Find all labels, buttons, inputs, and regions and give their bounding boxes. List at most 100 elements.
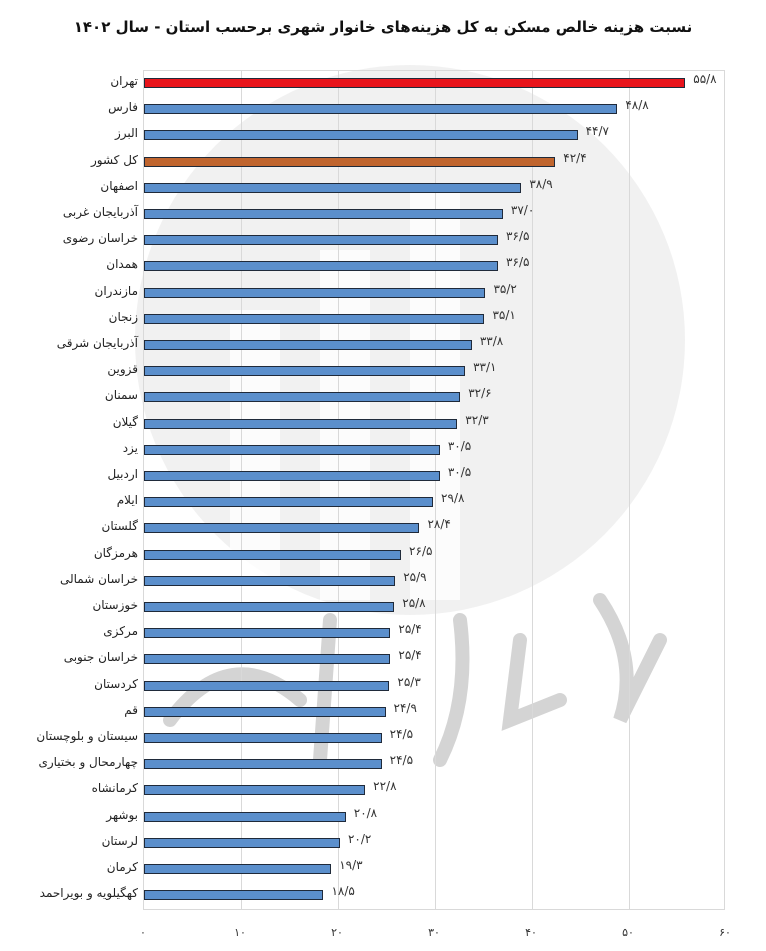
category-label: خراسان رضوی	[62, 231, 138, 246]
category-label: لرستان	[101, 833, 138, 848]
category-label: خراسان جنوبی	[63, 650, 138, 665]
bar-value-label: ۲۴/۹	[393, 700, 417, 715]
bar	[144, 837, 340, 848]
plot-area: ۵۵/۸ ۴۸/۸ ۴۴/۷ ۴۲/۴ ۳۸/۹ ۳۷/۰ ۳۶/۵ ۳۶/۵ ۳۵/۲ ۳۵/۱…	[143, 70, 725, 910]
category-label: سیستان و بلوچستان	[36, 729, 138, 743]
bar-value-label: ۳۰/۵	[447, 465, 472, 479]
category-label: فارس	[108, 100, 138, 115]
bar-value-label: ۴۴/۷	[585, 124, 609, 139]
category-label: کل کشور	[90, 152, 138, 167]
category-label: کرمان	[106, 860, 138, 874]
bar-value-label: ۲۵/۹	[403, 569, 427, 584]
category-label: مازندران	[94, 283, 138, 298]
category-label: خراسان شمالی	[59, 571, 138, 586]
bar-row: ۳۸/۹	[144, 176, 726, 202]
bar-value-label: ۳۵/۱	[492, 307, 516, 322]
bar-row: ۲۴/۵	[144, 752, 726, 778]
bar-row: ۴۴/۷	[144, 123, 726, 149]
bar-row: ۲۴/۹	[144, 700, 726, 726]
bar-value-label: ۳۵/۲	[493, 281, 517, 296]
bar	[144, 864, 332, 874]
gridline	[629, 71, 630, 909]
bar	[144, 156, 556, 167]
bar-row: ۴۲/۴	[144, 150, 726, 176]
bar	[144, 104, 618, 115]
bar-row: ۵۵/۸	[144, 71, 726, 97]
category-label: کردستان	[94, 676, 138, 691]
bar	[144, 392, 461, 403]
bar-value-label: ۳۶/۵	[506, 255, 530, 270]
bar-value-label: ۱۸/۵	[331, 884, 355, 899]
bar	[144, 680, 390, 691]
bar-value-label: ۳۲/۶	[468, 386, 492, 401]
bar-row: ۳۶/۵	[144, 254, 726, 280]
bar-row: ۲۰/۸	[144, 805, 726, 831]
category-label: چهارمحال و بختیاری	[38, 755, 138, 770]
bar-value-label: ۴۲/۴	[563, 150, 587, 165]
bar	[144, 706, 386, 717]
bar-row: ۲۲/۸	[144, 778, 726, 804]
category-label: قم	[124, 702, 138, 717]
bar-row: ۲۸/۴	[144, 516, 726, 542]
category-label: گیلان	[112, 414, 138, 429]
category-label: البرز	[114, 126, 138, 141]
x-tick-label: ۶۰	[719, 926, 731, 939]
x-tick-label: ۴۰	[525, 926, 537, 939]
gridline	[338, 71, 339, 909]
x-tick-label: ۱۰	[234, 926, 246, 939]
bar-value-label: ۲۸/۴	[427, 517, 451, 532]
bar-value-label: ۳۸/۹	[529, 176, 553, 191]
bar-value-label: ۲۰/۸	[353, 805, 378, 820]
bar	[144, 418, 458, 429]
bar-value-label: ۳۲/۳	[465, 412, 489, 427]
x-tick-label: ۲۰	[331, 926, 343, 939]
bar-value-label: ۱۹/۳	[339, 858, 363, 872]
bar	[144, 366, 466, 377]
category-label: بوشهر	[106, 807, 138, 822]
bar	[144, 313, 485, 324]
bar-row: ۲۹/۸	[144, 490, 726, 516]
bar-row: ۳۲/۶	[144, 385, 726, 411]
category-label: همدان	[106, 257, 138, 272]
gridline	[532, 71, 533, 909]
category-label: خوزستان	[92, 598, 138, 612]
bar-value-label: ۴۸/۸	[625, 98, 649, 113]
gridline	[435, 71, 436, 909]
bar	[144, 497, 434, 508]
bar	[144, 471, 440, 481]
bar	[144, 549, 402, 560]
bar	[144, 182, 522, 193]
bar-value-label: ۲۶/۵	[409, 543, 433, 558]
category-label: آذربایجان غربی	[62, 205, 138, 219]
bar-value-label: ۲۵/۴	[398, 622, 422, 637]
bar-row: ۲۵/۴	[144, 621, 726, 647]
bar-value-label: ۳۳/۱	[473, 360, 497, 375]
category-label: تهران	[110, 74, 138, 88]
category-label: مرکزی	[103, 624, 138, 639]
category-label: اردبیل	[107, 467, 138, 481]
bar	[144, 444, 440, 455]
bar-value-label: ۳۷/۰	[510, 203, 535, 217]
bar-row: ۱۹/۳	[144, 857, 726, 883]
bar	[144, 235, 499, 246]
x-tick-label: ۵۰	[622, 926, 634, 939]
bar-row: ۳۳/۱	[144, 359, 726, 385]
bar-row: ۳۵/۱	[144, 307, 726, 333]
bar-row: ۴۸/۸	[144, 97, 726, 123]
category-label: هرمزگان	[93, 545, 138, 560]
bar	[144, 628, 391, 639]
bar	[144, 575, 396, 586]
bar-row: ۲۰/۲	[144, 831, 726, 857]
category-label: سمنان	[104, 388, 138, 403]
bar-value-label: ۲۴/۵	[389, 753, 414, 768]
category-label: یزد	[122, 440, 138, 455]
bar-row: ۲۵/۴	[144, 647, 726, 673]
bar-value-label: ۲۹/۸	[441, 491, 465, 506]
bar-value-label: ۲۵/۳	[397, 674, 421, 689]
bar	[144, 130, 578, 141]
bar-row: ۳۲/۳	[144, 412, 726, 438]
gridline	[241, 71, 242, 909]
bar-row: ۱۸/۵	[144, 883, 726, 909]
bar	[144, 602, 395, 612]
bar	[144, 287, 486, 298]
